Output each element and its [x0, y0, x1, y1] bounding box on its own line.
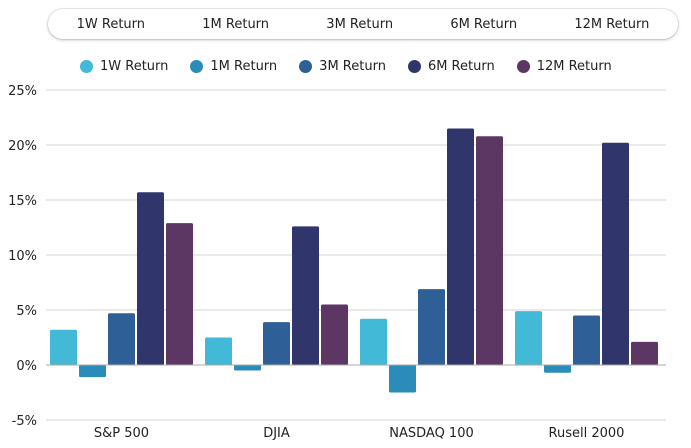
y-tick-label: -5% — [12, 414, 37, 429]
tab-6m-return[interactable]: 6M Return — [450, 16, 518, 32]
y-tick-label: 5% — [16, 304, 37, 319]
bar-1w-return — [50, 329, 77, 365]
tab-1m-return[interactable]: 1M Return — [202, 16, 270, 32]
bar-6m-return — [292, 226, 319, 365]
y-tick-label: 10% — [8, 249, 37, 264]
legend-swatch-1w — [80, 59, 93, 73]
legend-item-1w[interactable]: 1W Return — [80, 59, 168, 74]
bar-1m-return — [79, 365, 106, 378]
legend-label-3m: 3M Return — [319, 58, 386, 74]
legend-swatch-1m — [190, 59, 204, 73]
bar-1w-return — [515, 311, 542, 365]
bar-3m-return — [108, 313, 135, 365]
x-tick-label: NASDAQ 100 — [389, 426, 474, 441]
legend-label-1m: 1M Return — [210, 58, 278, 74]
legend-swatch-3m — [299, 59, 313, 73]
bar-1w-return — [360, 318, 387, 365]
bar-3m-return — [573, 315, 600, 365]
x-tick-label: Rusell 2000 — [549, 426, 625, 441]
chart-legend: 1W Return 1M Return 3M Return 6M Return … — [80, 56, 634, 76]
legend-swatch-6m — [407, 59, 421, 73]
bar-12m-return — [166, 223, 193, 365]
legend-item-6m[interactable]: 6M Return — [407, 58, 495, 74]
tab-3m-return[interactable]: 3M Return — [326, 16, 394, 32]
x-tick-label: S&P 500 — [94, 426, 149, 441]
bar-12m-return — [476, 136, 503, 365]
legend-label-6m: 6M Return — [427, 58, 495, 74]
y-tick-label: 15% — [8, 194, 37, 209]
bar-6m-return — [447, 128, 474, 365]
bar-1m-return — [234, 365, 261, 371]
legend-label-1w: 1W Return — [100, 58, 169, 74]
bar-12m-return — [631, 341, 658, 365]
y-tick-label: 0% — [16, 359, 37, 374]
legend-label-12m: 12M Return — [536, 58, 612, 74]
legend-item-3m[interactable]: 3M Return — [299, 59, 386, 74]
bar-3m-return — [418, 289, 445, 365]
x-tick-label: DJIA — [263, 426, 290, 441]
y-tick-label: 20% — [8, 139, 37, 154]
bar-1m-return — [544, 365, 571, 373]
legend-item-12m[interactable]: 12M Return — [516, 58, 612, 74]
bar-12m-return — [321, 304, 348, 365]
legend-swatch-12m — [516, 59, 530, 73]
bar-6m-return — [602, 142, 629, 365]
bar-3m-return — [263, 322, 290, 365]
bar-1w-return — [205, 337, 232, 365]
return-period-tabbar: 1W Return 1M Return 3M Return 6M Return … — [48, 9, 678, 39]
bar-1m-return — [389, 365, 416, 393]
legend-item-1m[interactable]: 1M Return — [190, 59, 277, 74]
tab-12m-return[interactable]: 12M Return — [574, 16, 650, 32]
y-tick-label: 25% — [8, 84, 37, 99]
bar-6m-return — [137, 192, 164, 365]
tab-1w-return[interactable]: 1W Return — [76, 16, 146, 32]
